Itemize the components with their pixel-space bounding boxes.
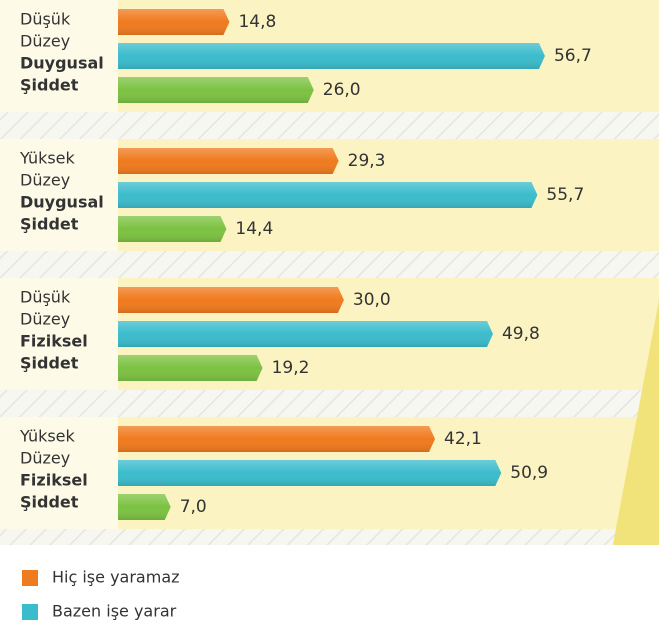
category-label: Yüksek	[19, 149, 76, 168]
label-band	[0, 0, 118, 112]
value-label: 7,0	[180, 497, 207, 517]
value-label: 14,4	[235, 219, 273, 239]
category-label: Yüksek	[19, 427, 76, 446]
value-label: 49,8	[502, 324, 540, 344]
category-label: Düşük	[20, 288, 71, 307]
bar-shine	[118, 426, 436, 452]
bar-shine	[118, 182, 538, 208]
bar-shine	[118, 287, 344, 313]
bar-shine	[118, 43, 545, 69]
legend-label: Hiç işe yaramaz	[52, 568, 180, 587]
decoration	[610, 300, 659, 575]
label-band	[0, 139, 118, 251]
bar-shine	[118, 355, 263, 381]
category-label: Fiziksel	[20, 471, 88, 490]
legend-label: Bazen işe yarar	[52, 602, 177, 621]
bar-shine	[118, 216, 227, 242]
value-label: 42,1	[444, 429, 482, 449]
category-label: Şiddet	[20, 76, 79, 95]
bar-shine	[118, 460, 502, 486]
value-label: 50,9	[510, 463, 548, 483]
value-label: 56,7	[554, 46, 592, 66]
category-label: Düzey	[20, 32, 70, 51]
category-label: Şiddet	[20, 215, 79, 234]
legend-swatch	[22, 604, 38, 620]
category-label: Duygusal	[20, 54, 104, 73]
value-label: 14,8	[238, 12, 276, 32]
value-label: 55,7	[546, 185, 584, 205]
bar-shine	[118, 148, 339, 174]
marks: Düşük Düzey Duygusal Şiddet Yüksek Düzey Duygu…	[19, 9, 592, 621]
label-band	[0, 278, 118, 390]
value-label: 30,0	[353, 290, 391, 310]
bar-shine	[118, 321, 493, 347]
value-label: 29,3	[348, 151, 386, 171]
category-label: Düzey	[20, 310, 70, 329]
category-label: Şiddet	[20, 354, 79, 373]
bar-shine	[118, 494, 171, 520]
legend-area	[0, 545, 659, 624]
category-label: Düzey	[20, 449, 70, 468]
legend-swatch	[22, 570, 38, 586]
category-label: Düzey	[20, 171, 70, 190]
category-label: Duygusal	[20, 193, 104, 212]
category-label: Düşük	[20, 10, 71, 29]
category-label: Fiziksel	[20, 332, 88, 351]
label-band	[0, 417, 118, 529]
value-label: 19,2	[272, 358, 310, 378]
bar-shine	[118, 9, 230, 35]
value-label: 26,0	[323, 80, 361, 100]
category-label: Şiddet	[20, 493, 79, 512]
bar-shine	[118, 77, 314, 103]
